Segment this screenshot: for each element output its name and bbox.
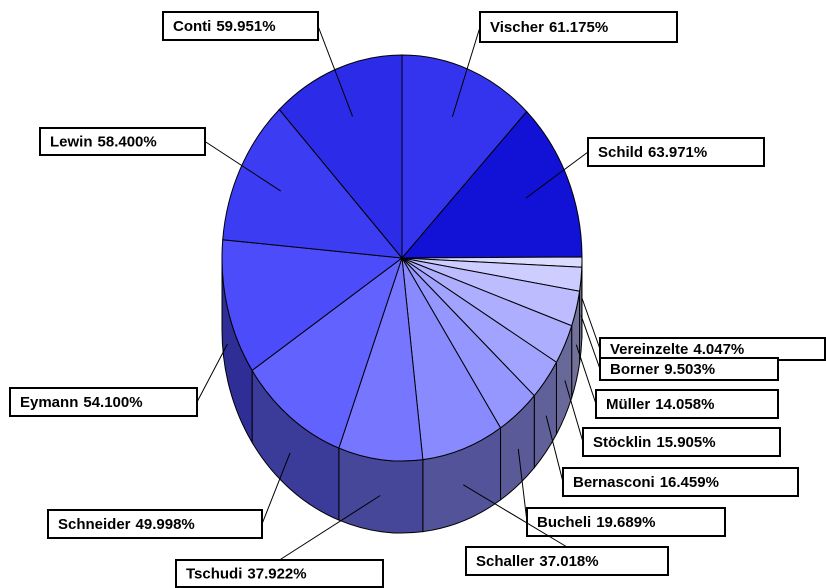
label-name: Bernasconi bbox=[573, 474, 655, 491]
label-value: 37.922% bbox=[247, 565, 306, 582]
label-value: 54.100% bbox=[83, 394, 142, 411]
label-value: 9.503% bbox=[664, 361, 715, 378]
label-name: Stöcklin bbox=[593, 434, 651, 451]
leader-line bbox=[279, 495, 381, 561]
leader-line bbox=[317, 25, 354, 117]
label-box bbox=[47, 509, 263, 539]
label-box bbox=[599, 357, 779, 381]
leader-line bbox=[204, 141, 282, 192]
label-name: Müller bbox=[606, 396, 650, 413]
leader-line bbox=[545, 415, 564, 483]
leader-line bbox=[517, 448, 528, 523]
label-value: 15.905% bbox=[656, 434, 715, 451]
label-box bbox=[582, 427, 781, 457]
label-name: Bucheli bbox=[537, 514, 591, 531]
leader-line bbox=[581, 297, 601, 350]
label-box bbox=[587, 137, 765, 167]
slice bbox=[400, 110, 583, 259]
label-box bbox=[595, 389, 779, 419]
leader-line bbox=[261, 452, 291, 525]
data-label: Bernasconi 16.459% bbox=[573, 474, 719, 491]
label-box bbox=[562, 467, 799, 497]
leader-line bbox=[575, 344, 597, 405]
label-value: 16.459% bbox=[660, 474, 719, 491]
label-name: Lewin bbox=[50, 133, 93, 150]
label-value: 19.689% bbox=[596, 514, 655, 531]
data-label: Vereinzelte 4.047% bbox=[610, 341, 744, 358]
data-label: Schild 63.971% bbox=[598, 144, 707, 161]
leader-line bbox=[451, 26, 481, 117]
label-name: Tschudi bbox=[186, 565, 242, 582]
data-label: Stöcklin 15.905% bbox=[593, 434, 716, 451]
label-name: Eymann bbox=[20, 394, 78, 411]
label-name: Schneider bbox=[58, 516, 131, 533]
label-value: 63.971% bbox=[648, 144, 707, 161]
label-box bbox=[526, 507, 726, 537]
label-name: Vereinzelte bbox=[610, 341, 688, 358]
data-label: Borner 9.503% bbox=[610, 361, 715, 378]
slice bbox=[278, 54, 403, 260]
label-value: 58.400% bbox=[98, 133, 157, 150]
label-box bbox=[175, 559, 384, 588]
data-label: Eymann 54.100% bbox=[20, 394, 143, 411]
label-box bbox=[9, 387, 198, 417]
leader-line bbox=[564, 380, 584, 443]
leader-line bbox=[580, 315, 601, 370]
label-name: Borner bbox=[610, 361, 659, 378]
label-value: 61.175% bbox=[549, 19, 608, 36]
label-value: 59.951% bbox=[216, 18, 275, 35]
slice bbox=[221, 239, 404, 372]
slice bbox=[222, 108, 404, 259]
label-name: Schaller bbox=[476, 553, 535, 570]
label-value: 14.058% bbox=[655, 396, 714, 413]
label-box bbox=[39, 127, 206, 156]
leader-line bbox=[525, 151, 589, 199]
data-label: Müller 14.058% bbox=[606, 396, 714, 413]
label-name: Schild bbox=[598, 144, 643, 161]
data-label: Schneider 49.998% bbox=[58, 516, 195, 533]
label-value: 37.018% bbox=[539, 553, 598, 570]
label-name: Vischer bbox=[490, 19, 544, 36]
data-label: Bucheli 19.689% bbox=[537, 514, 655, 531]
leader-line bbox=[463, 484, 568, 548]
leader-line bbox=[196, 343, 228, 403]
label-box bbox=[162, 11, 319, 41]
slice bbox=[338, 257, 424, 462]
label-box bbox=[479, 11, 678, 43]
slice bbox=[251, 256, 403, 449]
label-value: 4.047% bbox=[693, 341, 744, 358]
data-label: Schaller 37.018% bbox=[476, 553, 599, 570]
data-label: Conti 59.951% bbox=[173, 18, 276, 35]
data-label: Tschudi 37.922% bbox=[186, 565, 307, 582]
label-box bbox=[465, 546, 669, 576]
label-name: Conti bbox=[173, 18, 211, 35]
data-label: Lewin 58.400% bbox=[50, 133, 157, 150]
label-value: 49.998% bbox=[136, 516, 195, 533]
data-label: Vischer 61.175% bbox=[490, 19, 608, 36]
slice bbox=[401, 54, 528, 260]
